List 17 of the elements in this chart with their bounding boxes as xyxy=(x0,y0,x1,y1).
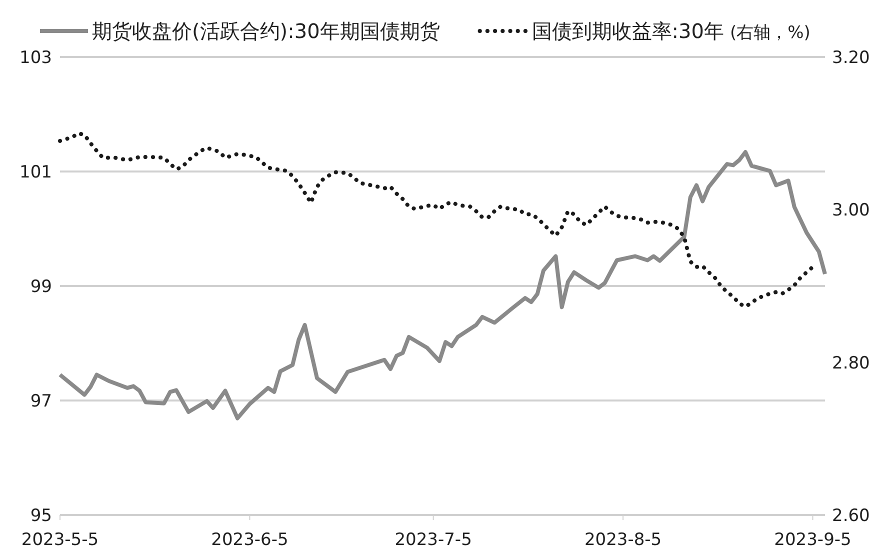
y2-tick-label: 2.60 xyxy=(832,506,870,526)
y2-tick-label: 2.80 xyxy=(832,353,870,374)
x-tick-label: 2023-6-5 xyxy=(211,530,288,550)
x-tick-label: 2023-5-5 xyxy=(21,530,99,550)
legend-label: 期货收盘价(活跃合约):30年期国债期货 xyxy=(92,19,440,43)
y-tick-label: 103 xyxy=(20,48,52,68)
y-tick-label: 101 xyxy=(20,162,52,182)
x-tick-label: 2023-7-5 xyxy=(394,530,472,550)
legend-label: 国债到期收益率:30年 xyxy=(532,19,724,43)
y-tick-label: 95 xyxy=(30,506,52,526)
x-tick-label: 2023-9-5 xyxy=(774,530,852,550)
x-tick-label: 2023-8-5 xyxy=(584,530,662,550)
y2-tick-label: 3.20 xyxy=(832,48,870,68)
y-tick-label: 99 xyxy=(30,277,52,297)
y2label: (右轴，%) xyxy=(730,23,810,43)
y2-tick-label: 3.00 xyxy=(832,200,870,221)
y-tick-label: 97 xyxy=(30,392,52,412)
